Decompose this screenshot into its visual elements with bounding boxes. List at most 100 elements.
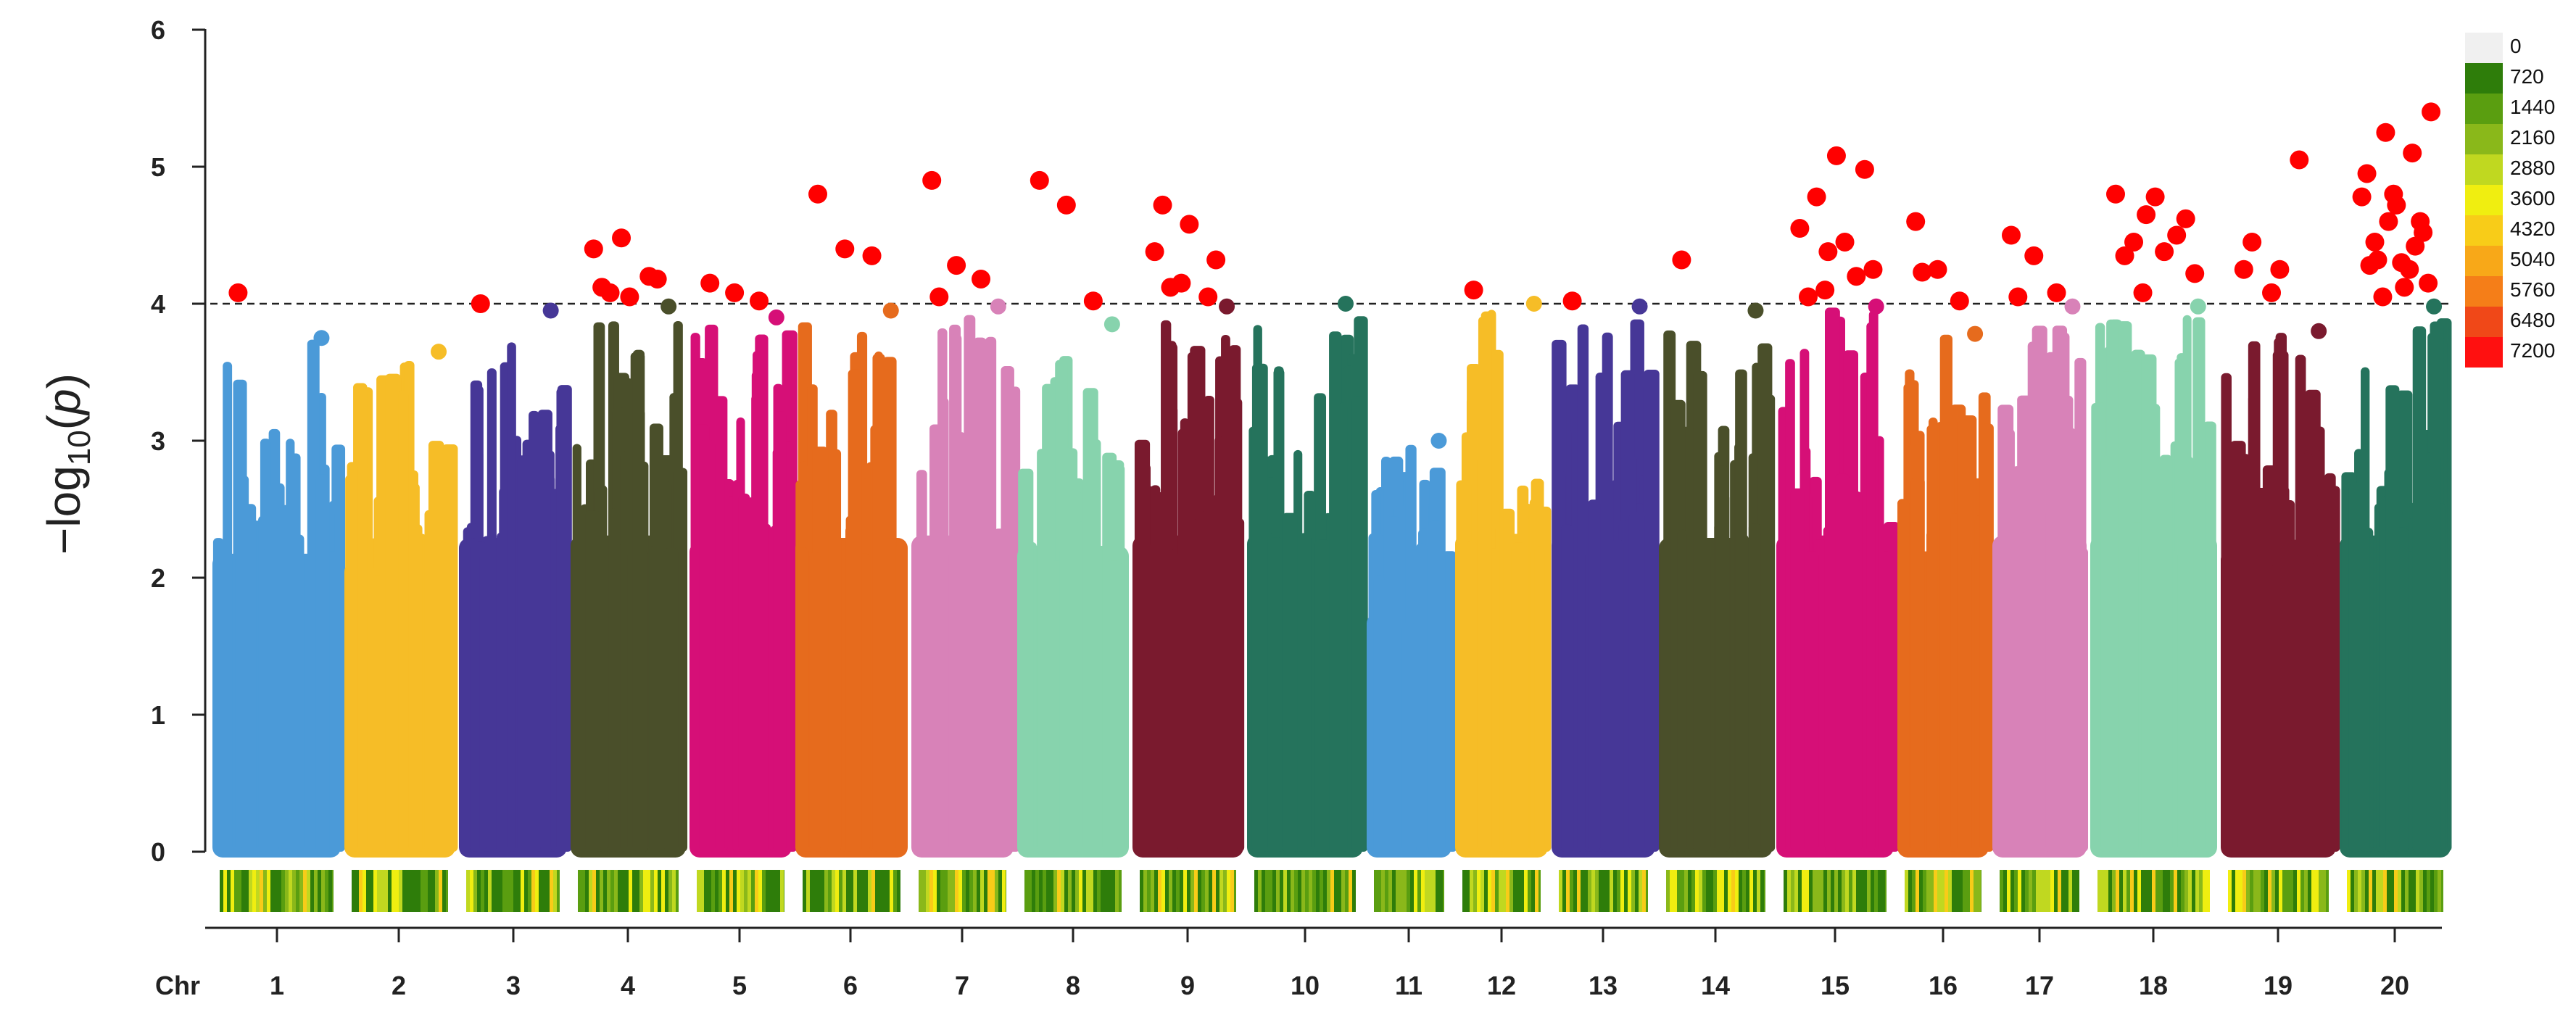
density-stripe <box>2007 870 2010 912</box>
density-stripe <box>2380 870 2383 912</box>
density-stripe <box>1963 870 1966 912</box>
snp-cluster <box>2204 447 2216 852</box>
legend-swatch <box>2465 276 2503 307</box>
density-stripe <box>370 870 373 912</box>
density-stripe <box>1378 870 1381 912</box>
density-stripe <box>2192 870 2195 912</box>
density-stripe <box>2184 870 2188 912</box>
snp-cluster <box>980 386 995 852</box>
peak-snp <box>2311 323 2327 339</box>
chromosome-4 <box>571 298 688 858</box>
x-tick-label: 4 <box>621 971 635 1000</box>
chromosome-20 <box>2340 298 2452 858</box>
density-stripe <box>2319 870 2322 912</box>
snp-cluster <box>1251 363 1268 852</box>
density-stripe <box>665 870 668 912</box>
snp-cluster <box>1897 499 1910 852</box>
density-stripe <box>1334 870 1338 912</box>
density-stripe <box>2047 870 2050 912</box>
density-stripe <box>2181 870 2184 912</box>
density-stripe <box>2282 870 2286 912</box>
density-stripe <box>636 870 639 912</box>
significant-snp <box>725 283 745 302</box>
density-stripe <box>1966 870 1970 912</box>
density-stripe <box>1385 870 1388 912</box>
significant-snp <box>1083 291 1103 311</box>
snp-cluster <box>460 544 471 852</box>
significant-snp <box>2352 187 2372 207</box>
density-stripe <box>1086 870 1090 912</box>
density-stripe <box>310 870 314 912</box>
density-stripe <box>2155 870 2159 912</box>
density-stripe <box>402 870 406 912</box>
density-stripe <box>1502 870 1506 912</box>
density-stripe <box>274 870 278 912</box>
density-bar-15 <box>1784 870 1887 912</box>
peak-snp <box>1747 302 1764 319</box>
density-stripe <box>542 870 546 912</box>
density-stripe <box>762 870 766 912</box>
snp-cluster <box>1180 418 1190 852</box>
density-stripe <box>1871 870 1874 912</box>
density-stripe <box>1941 870 1945 912</box>
density-stripe <box>2058 870 2061 912</box>
density-stripe <box>1974 870 1977 912</box>
density-stripe <box>2112 870 2116 912</box>
chromosome-7 <box>911 298 1021 858</box>
snp-cluster <box>2100 456 2113 852</box>
y-tick-label: 3 <box>151 426 165 456</box>
snp-cluster <box>486 368 497 852</box>
density-stripe <box>832 870 835 912</box>
peak-snp <box>313 330 330 346</box>
density-stripe <box>470 870 473 912</box>
density-stripe <box>252 870 256 912</box>
legend-swatch <box>2465 246 2503 276</box>
density-stripe <box>1684 870 1688 912</box>
significant-snp <box>922 170 942 190</box>
density-stripe <box>1688 870 1691 912</box>
density-stripe <box>495 870 499 912</box>
density-stripe <box>813 870 817 912</box>
density-stripe <box>2315 870 2319 912</box>
density-stripe <box>2409 870 2412 912</box>
density-stripe <box>1930 870 1934 912</box>
density-bar-13 <box>1559 870 1648 912</box>
density-stripe <box>658 870 661 912</box>
density-stripe <box>227 870 231 912</box>
density-stripe <box>1301 870 1305 912</box>
density-stripe <box>2126 870 2130 912</box>
significant-snp <box>2384 184 2403 204</box>
density-stripe <box>321 870 325 912</box>
peak-snp <box>1525 296 1542 312</box>
y-tick-label: 0 <box>151 837 165 867</box>
density-stripe <box>1480 870 1484 912</box>
density-stripe <box>481 870 484 912</box>
density-stripe <box>2308 870 2311 912</box>
density-stripe <box>1272 870 1276 912</box>
density-stripe <box>1802 870 1805 912</box>
density-stripe <box>1320 870 1323 912</box>
density-stripe <box>1794 870 1798 912</box>
density-stripe <box>1919 870 1923 912</box>
density-stripe <box>1488 870 1491 912</box>
snp-cluster <box>1561 524 1574 852</box>
density-stripe <box>1043 870 1046 912</box>
density-stripe <box>1075 870 1079 912</box>
chromosome-9 <box>1132 298 1245 858</box>
significant-snp <box>1913 262 1932 282</box>
density-stripe <box>2365 870 2369 912</box>
density-stripe <box>850 870 853 912</box>
significant-snp <box>1906 212 1926 231</box>
density-stripe <box>2398 870 2401 912</box>
chromosome-17 <box>1992 298 2088 858</box>
snp-cluster <box>1660 549 1673 852</box>
significant-snp <box>1826 146 1846 165</box>
snp-cluster <box>2036 509 2046 852</box>
significant-snp <box>929 287 949 307</box>
density-stripe <box>2246 870 2250 912</box>
significant-snp <box>2403 144 2422 163</box>
density-stripe <box>2039 870 2043 912</box>
x-tick-label: 9 <box>1180 971 1195 1000</box>
significant-snp <box>2185 264 2205 283</box>
snp-cluster <box>663 548 679 852</box>
